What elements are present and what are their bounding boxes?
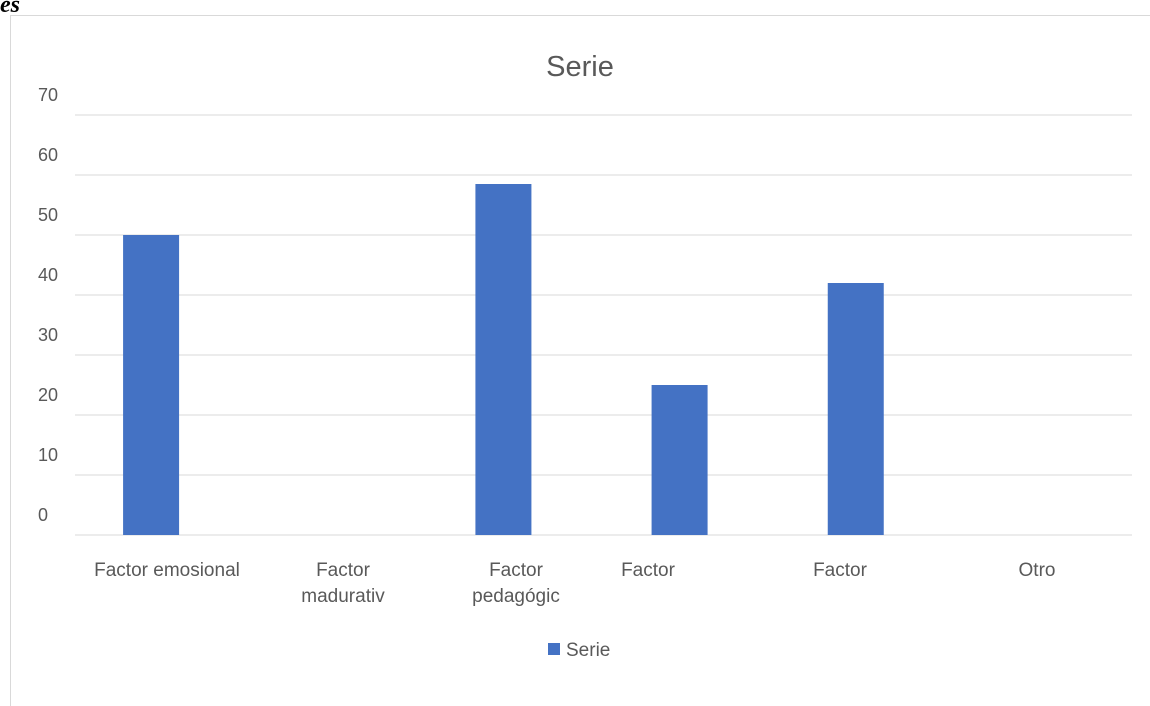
bars <box>123 184 884 535</box>
bar <box>651 385 708 535</box>
x-axis-labels: Factor emosional Factor madurativ Factor ped… <box>94 560 1055 607</box>
y-tick-label: 70 <box>38 85 58 105</box>
x-tick-label: Otro <box>1019 560 1056 581</box>
x-tick-label: pedagógic <box>472 586 560 607</box>
x-tick-label: Factor <box>316 560 371 581</box>
y-tick-label: 30 <box>38 325 58 345</box>
chart-frame <box>10 15 1150 706</box>
y-tick-label: 40 <box>38 265 58 285</box>
legend: Serie <box>548 640 610 661</box>
y-tick-label: 60 <box>38 145 58 165</box>
x-tick-label: madurativ <box>301 586 385 607</box>
legend-label: Serie <box>566 640 610 661</box>
bar <box>475 184 532 535</box>
x-tick-label: Factor <box>621 560 676 581</box>
bar <box>123 235 180 535</box>
page-fragment-text: es <box>0 0 20 18</box>
x-tick-label: Factor <box>813 560 868 581</box>
chart-title: Serie <box>546 51 614 83</box>
y-tick-label: 0 <box>38 505 48 525</box>
x-tick-label: Factor emosional <box>94 560 240 581</box>
y-tick-label: 50 <box>38 205 58 225</box>
y-tick-label: 20 <box>38 385 58 405</box>
x-tick-label: Factor <box>489 560 544 581</box>
y-axis-ticks: 0 10 20 30 40 50 60 70 <box>38 85 58 525</box>
legend-swatch <box>548 643 560 655</box>
y-tick-label: 10 <box>38 445 58 465</box>
grid-lines <box>75 114 1132 536</box>
bar <box>827 283 884 535</box>
